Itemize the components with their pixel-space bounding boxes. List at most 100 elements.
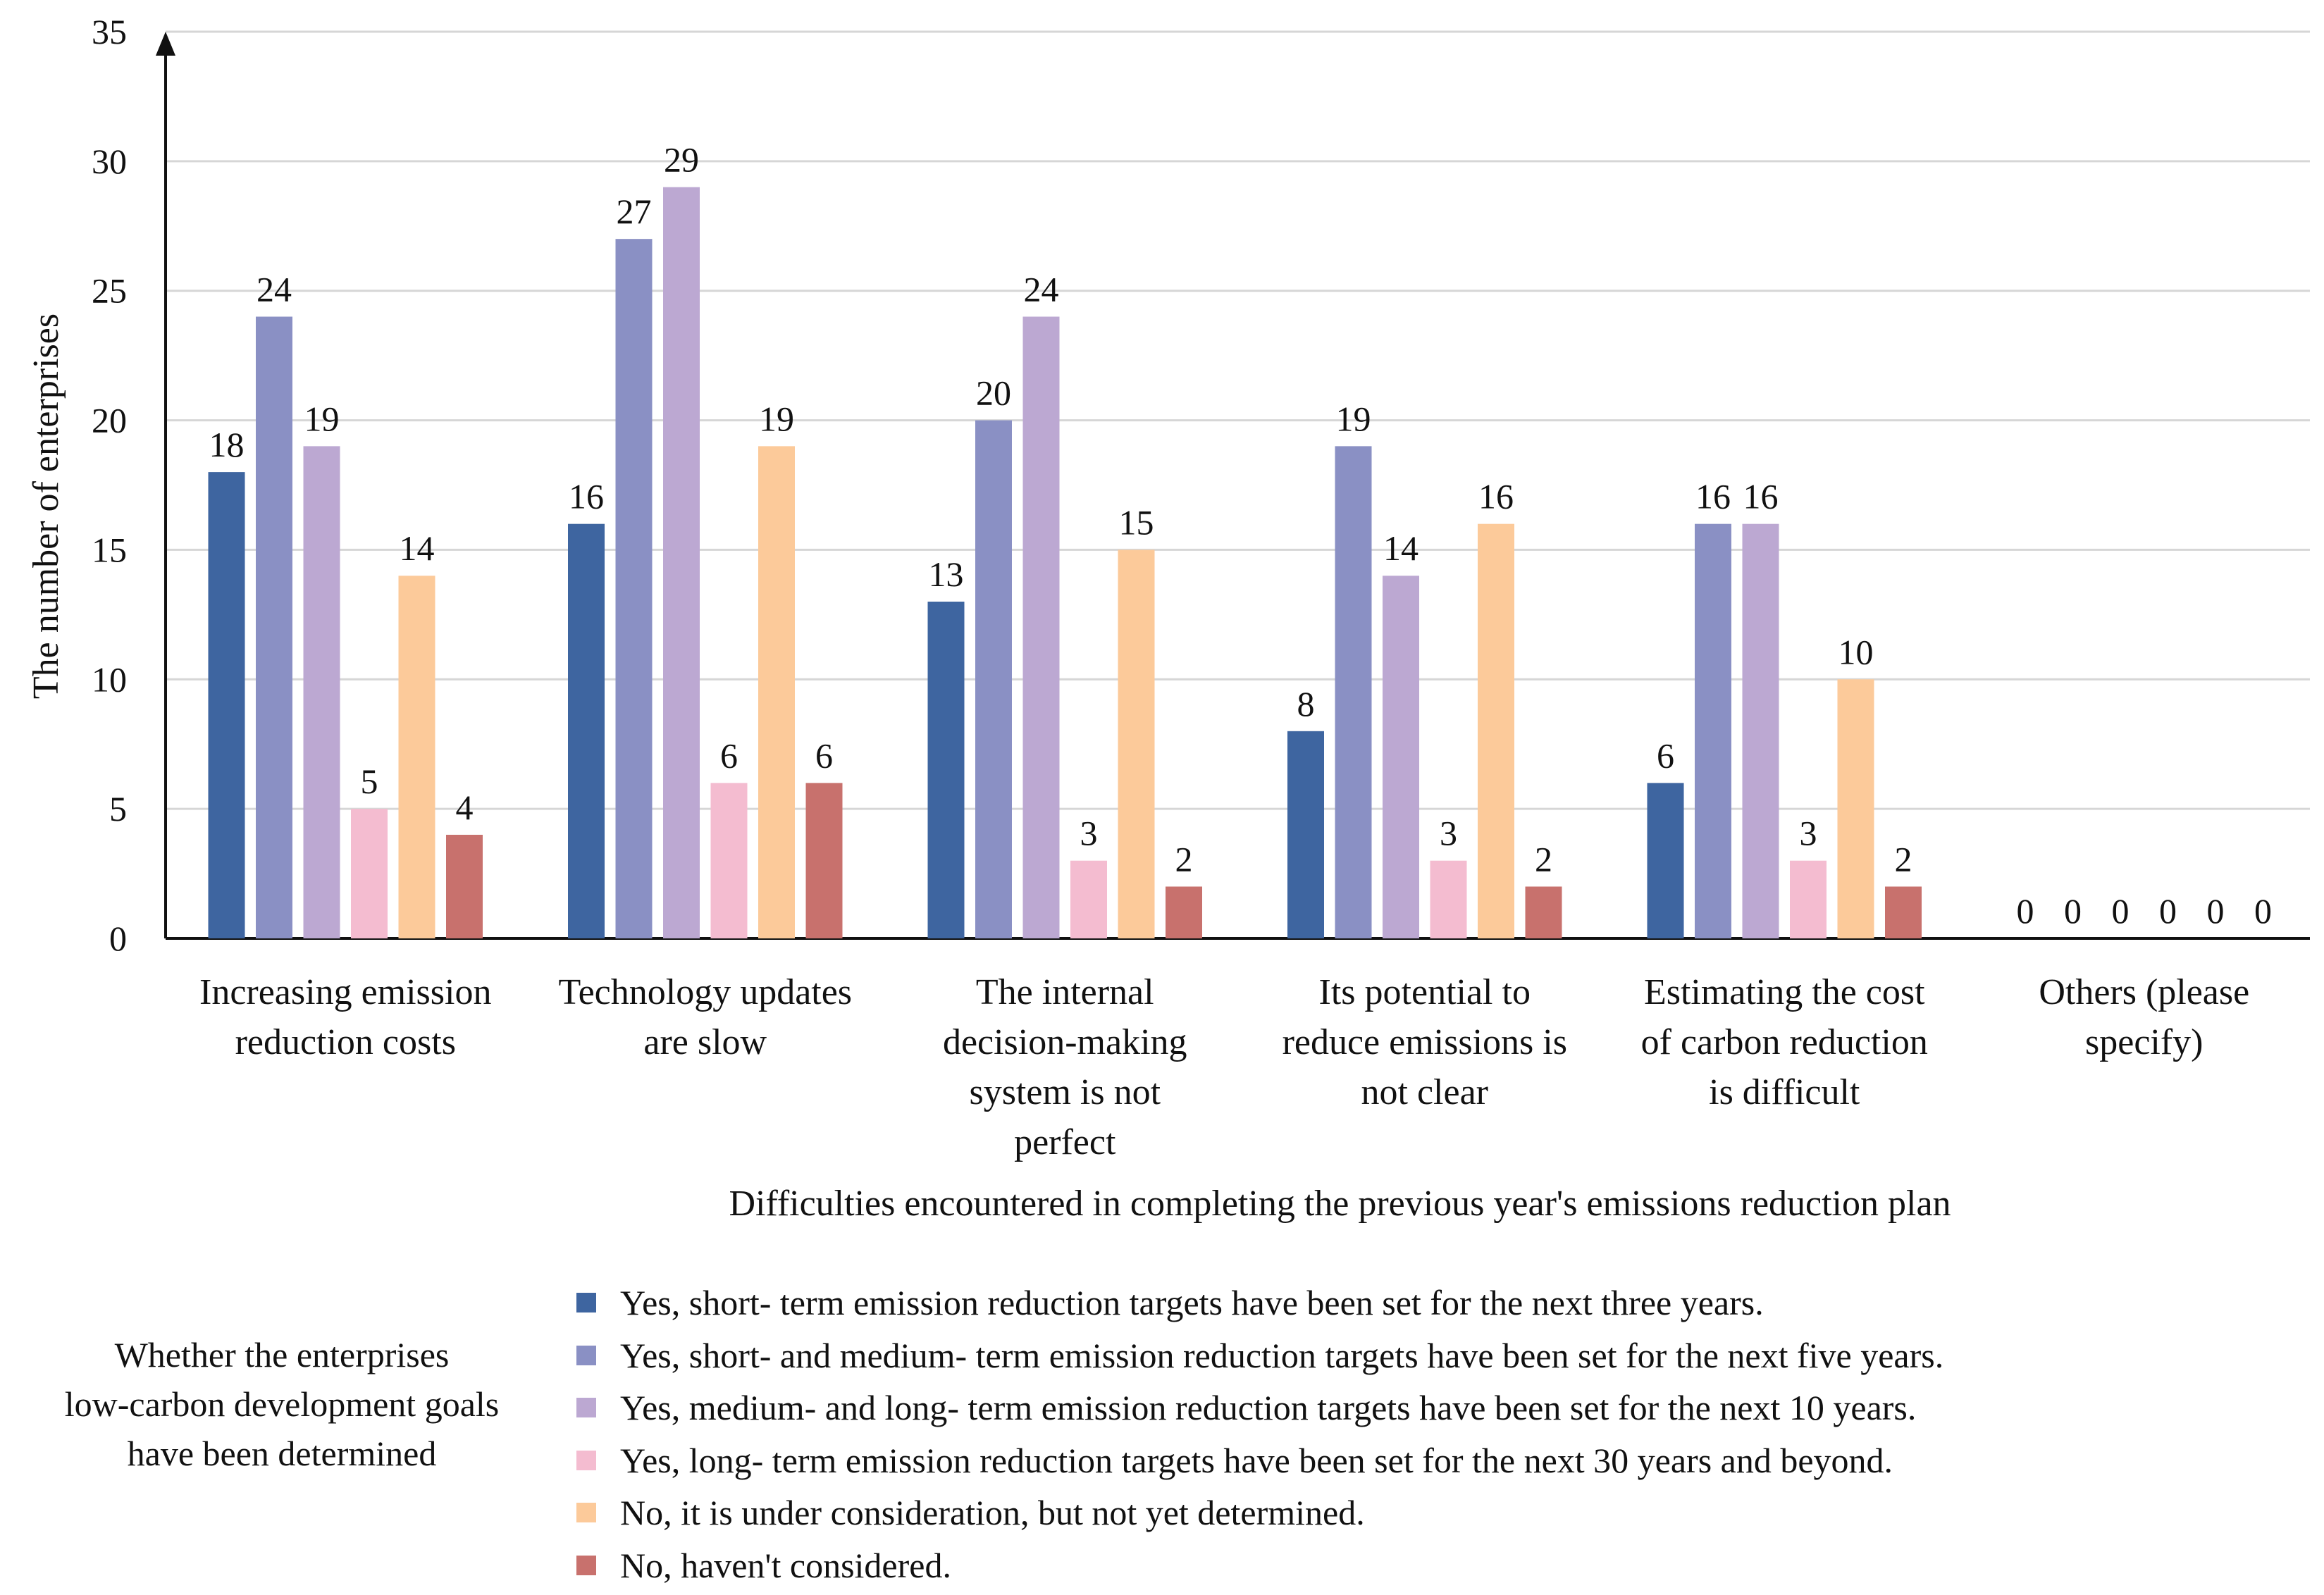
data-label: 3	[1440, 814, 1457, 853]
legend-title-line: have been determined	[127, 1434, 437, 1473]
data-label: 4	[456, 788, 474, 827]
y-tick-label: 5	[109, 789, 127, 828]
data-label: 15	[1119, 502, 1154, 542]
data-label: 0	[2159, 891, 2177, 931]
data-label: 19	[759, 399, 794, 438]
x-tick-label: reduction costs	[235, 1022, 456, 1062]
x-tick-label: Others (please	[2039, 972, 2249, 1012]
data-label: 6	[815, 736, 833, 775]
bar	[975, 420, 1012, 938]
x-tick-label: Increasing emission	[199, 972, 491, 1012]
bar	[568, 523, 605, 938]
data-label: 29	[664, 140, 699, 180]
x-tick-label: perfect	[1014, 1122, 1116, 1162]
legend-item: Yes, long- term emission reduction targe…	[576, 1434, 1943, 1487]
data-label: 3	[1800, 814, 1817, 853]
x-tick-label: Estimating the cost	[1644, 972, 1925, 1012]
legend-label: Yes, short- term emission reduction targ…	[620, 1283, 1764, 1323]
y-axis-arrow	[156, 32, 175, 56]
bar	[1070, 860, 1107, 938]
data-label: 5	[361, 762, 378, 801]
bar	[927, 601, 965, 938]
data-label: 10	[1838, 632, 1874, 671]
bar	[256, 316, 292, 938]
bar	[663, 187, 700, 939]
data-label: 2	[1175, 839, 1193, 879]
bar	[1790, 860, 1827, 938]
bar	[1695, 523, 1731, 938]
bar	[1383, 576, 1419, 938]
x-tick-label: decision-making	[943, 1022, 1187, 1062]
data-label: 16	[1695, 477, 1731, 516]
bar	[1478, 523, 1514, 938]
legend-swatch	[576, 1450, 596, 1470]
bar	[1837, 679, 1874, 938]
bar	[1430, 860, 1467, 938]
legend-title-line: low-carbon development goals	[64, 1384, 500, 1424]
legend-item: No, haven't considered.	[576, 1539, 1943, 1592]
x-tick-label: Technology updates	[558, 972, 852, 1012]
x-tick-label: system is not	[969, 1072, 1161, 1112]
data-label: 27	[617, 192, 652, 231]
data-label: 13	[929, 554, 964, 594]
bar	[446, 834, 483, 938]
x-tick-label: reduce emissions is	[1282, 1022, 1567, 1062]
data-label: 0	[2064, 891, 2082, 931]
x-tick-label: is difficult	[1709, 1072, 1860, 1112]
data-label: 3	[1080, 814, 1098, 853]
bar	[1525, 886, 1562, 938]
data-label: 0	[2017, 891, 2034, 931]
legend-label: No, it is under consideration, but not y…	[620, 1493, 1365, 1533]
legend-swatch	[576, 1398, 596, 1418]
data-label: 20	[976, 373, 1011, 413]
y-axis-title: The number of enterprises	[26, 314, 66, 699]
bar	[758, 446, 795, 938]
legend-swatch	[576, 1345, 596, 1365]
x-axis-title: Difficulties encountered in completing t…	[729, 1184, 1951, 1224]
y-tick-label: 30	[92, 142, 127, 181]
bar	[615, 239, 653, 939]
legend-swatch	[576, 1555, 596, 1575]
bar	[1166, 886, 1202, 938]
legend-swatch	[576, 1293, 596, 1313]
bar	[1022, 316, 1060, 938]
data-label: 24	[256, 269, 292, 309]
legend-title: Whether the enterprises low-carbon devel…	[7, 1330, 557, 1478]
data-label: 0	[2112, 891, 2130, 931]
x-tick-label: specify)	[2085, 1022, 2203, 1062]
x-tick-label: not clear	[1361, 1072, 1488, 1112]
bar	[1287, 731, 1324, 938]
bar	[1118, 550, 1155, 938]
legend-label: Yes, medium- and long- term emission red…	[620, 1388, 1917, 1428]
legend-item: Yes, short- and medium- term emission re…	[576, 1329, 1943, 1382]
legend-item: No, it is under consideration, but not y…	[576, 1487, 1943, 1539]
x-tick-label: are slow	[643, 1022, 767, 1062]
data-label: 0	[2207, 891, 2225, 931]
data-label: 19	[304, 399, 340, 438]
data-label: 2	[1895, 839, 1912, 879]
y-tick-label: 25	[92, 271, 127, 311]
legend: Yes, short- term emission reduction targ…	[576, 1277, 1943, 1591]
bar	[351, 809, 388, 938]
bar	[1885, 886, 1922, 938]
data-label: 6	[1657, 736, 1674, 775]
y-tick-label: 10	[92, 659, 127, 699]
legend-swatch	[576, 1503, 596, 1523]
legend-title-line: Whether the enterprises	[114, 1335, 450, 1374]
y-tick-label: 20	[92, 401, 127, 440]
legend-label: Yes, short- and medium- term emission re…	[620, 1335, 1944, 1375]
x-tick-label: The internal	[976, 972, 1154, 1012]
bar	[1335, 446, 1372, 938]
data-label: 14	[400, 528, 435, 568]
legend-label: Yes, long- term emission reduction targe…	[620, 1440, 1893, 1480]
data-label: 24	[1024, 269, 1059, 309]
bar	[805, 783, 843, 938]
x-tick-label: Its potential to	[1319, 972, 1531, 1012]
data-label: 0	[2254, 891, 2272, 931]
bar	[710, 783, 748, 938]
bar	[1742, 523, 1779, 938]
data-label: 14	[1383, 528, 1418, 568]
y-tick-label: 0	[109, 919, 127, 958]
data-label: 16	[1478, 477, 1514, 516]
